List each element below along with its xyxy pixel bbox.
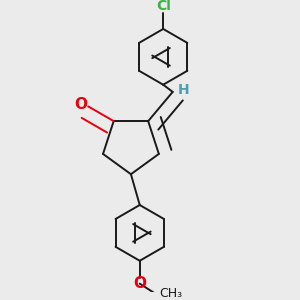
Text: H: H [178,83,190,98]
Text: O: O [133,276,146,291]
Text: O: O [74,97,87,112]
Text: Cl: Cl [156,0,171,14]
Text: CH₃: CH₃ [160,287,183,300]
